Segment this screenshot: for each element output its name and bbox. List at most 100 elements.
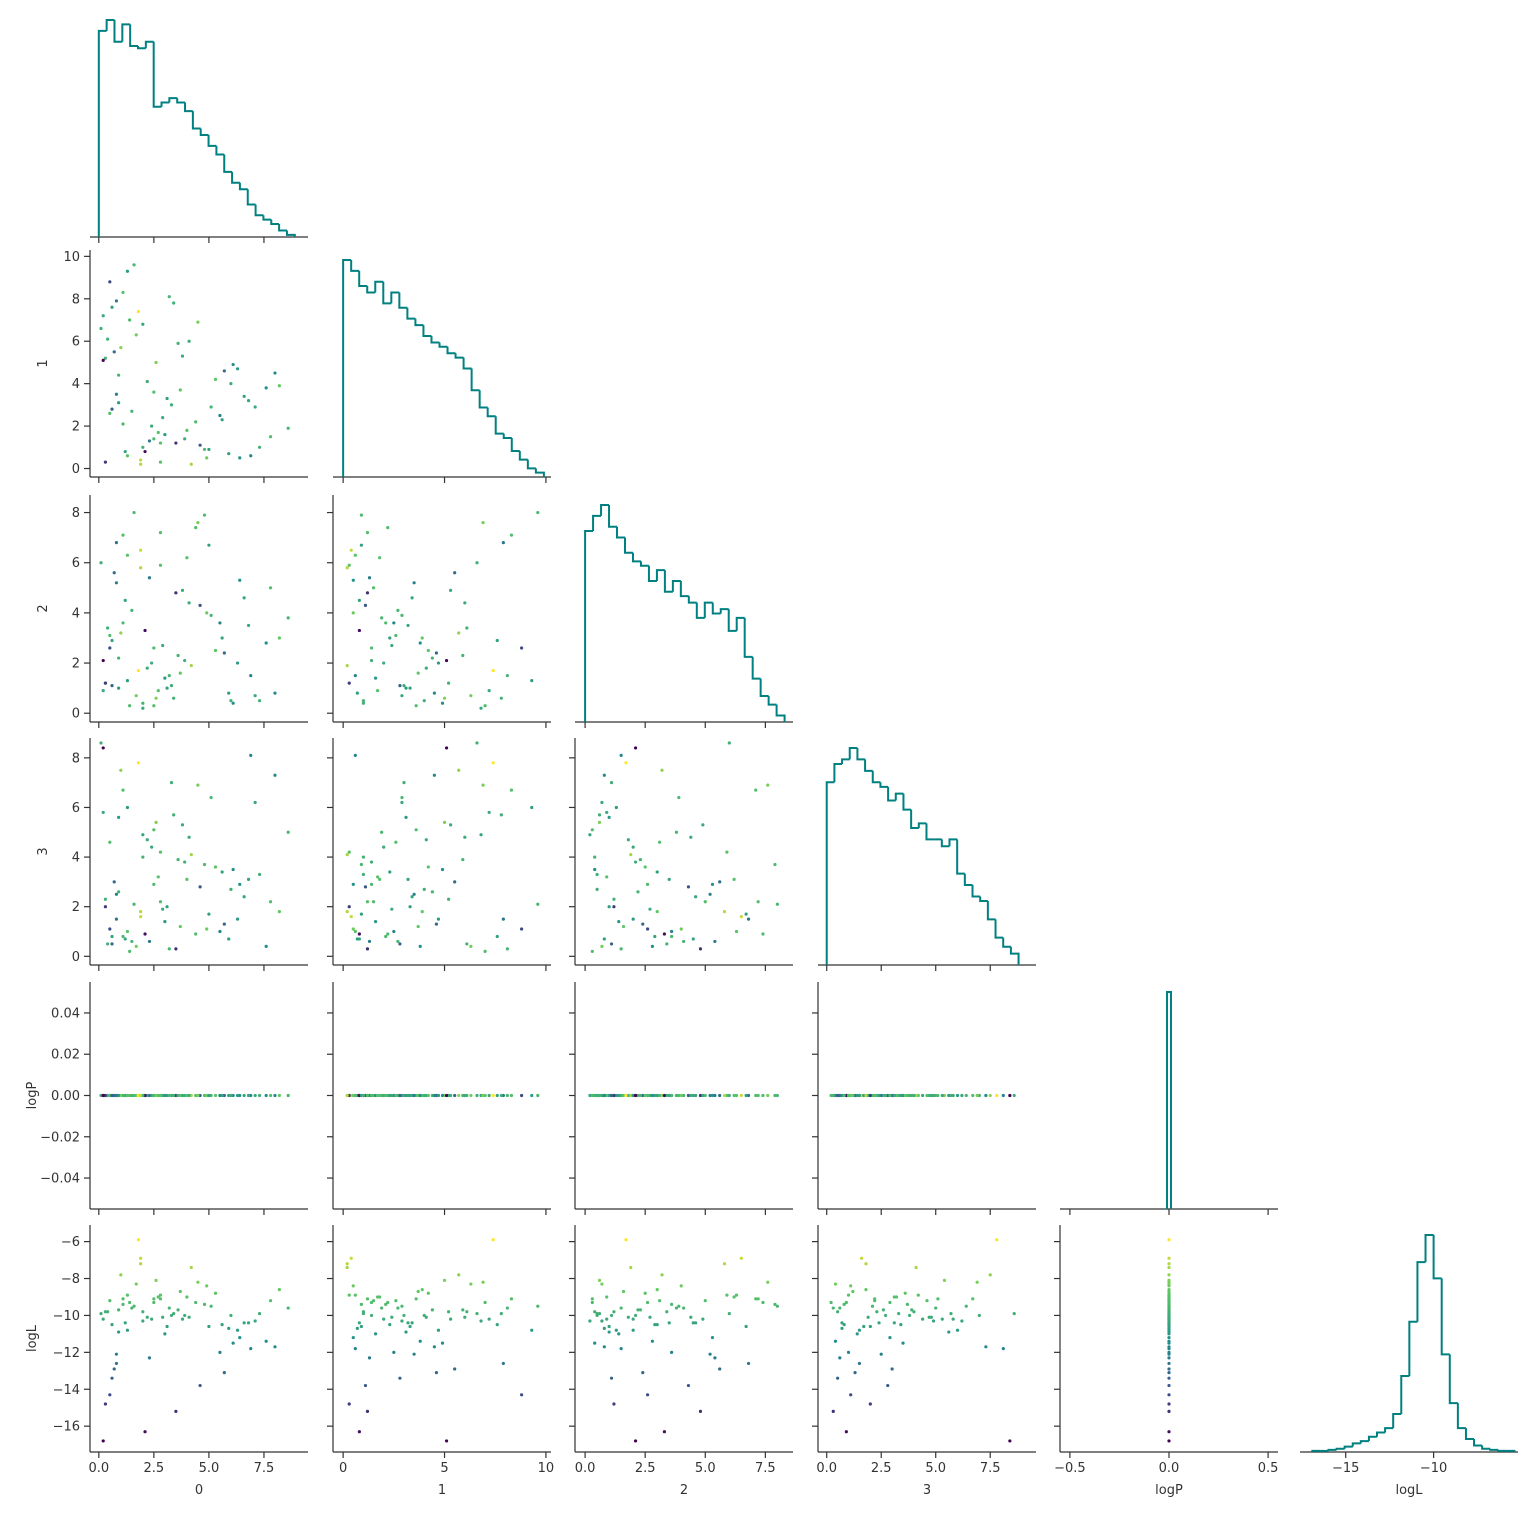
scatter-point — [479, 1319, 483, 1323]
scatter-point — [158, 441, 163, 445]
scatter-point — [205, 927, 209, 931]
scatter-point — [158, 1297, 163, 1301]
y-axis-label: logP — [25, 1082, 40, 1110]
scatter-point — [361, 701, 366, 705]
scatter-point — [461, 1308, 465, 1312]
y-tick-label: −0.02 — [40, 1130, 80, 1145]
scatter-panel — [569, 738, 793, 971]
scatter-point — [353, 929, 357, 934]
x-tick-label: 0.0 — [1159, 1461, 1180, 1476]
scatter-point — [382, 845, 386, 849]
y-tick-label: −6 — [61, 1235, 80, 1250]
scatter-panel — [327, 495, 551, 728]
scatter-point — [444, 1093, 449, 1098]
y-tick-label: 6 — [72, 801, 80, 816]
scatter-point — [246, 877, 251, 882]
scatter-point — [469, 694, 473, 698]
scatter-point — [136, 309, 141, 314]
scatter-point — [136, 761, 141, 765]
scatter-point — [833, 1282, 838, 1286]
scatter-point — [469, 944, 473, 948]
scatter-point — [903, 1291, 907, 1295]
scatter-point — [881, 1308, 886, 1312]
scatter-point — [831, 1409, 835, 1413]
scatter-point — [400, 800, 404, 805]
scatter-point — [631, 1317, 635, 1321]
scatter-point — [125, 679, 130, 683]
scatter-point — [444, 658, 449, 663]
scatter-point — [836, 1093, 840, 1098]
scatter-point — [430, 1308, 434, 1312]
scatter-point — [156, 875, 160, 879]
scatter-point — [420, 910, 424, 914]
scatter-point — [108, 411, 112, 415]
scatter-point — [388, 1093, 392, 1098]
scatter-point — [108, 1393, 112, 1397]
scatter-point — [633, 1093, 638, 1098]
scatter-point — [209, 613, 213, 617]
scatter-point — [612, 1093, 616, 1098]
scatter-point — [257, 1093, 262, 1098]
scatter-point — [277, 1287, 281, 1292]
scatter-point — [345, 1093, 349, 1098]
scatter-point — [619, 1093, 623, 1098]
scatter-point — [359, 513, 363, 517]
scatter-point — [229, 382, 233, 386]
scatter-point — [636, 1093, 640, 1098]
histogram-bin — [342, 259, 352, 477]
scatter-point — [125, 1093, 130, 1098]
scatter-point — [132, 1093, 136, 1098]
scatter-point — [268, 1299, 273, 1303]
scatter-point — [180, 1093, 185, 1098]
scatter-point — [183, 1093, 187, 1098]
scatter-point — [108, 646, 112, 650]
scatter-point — [960, 1093, 964, 1098]
x-axis-label: logL — [1395, 1483, 1423, 1498]
scatter-point — [123, 598, 127, 602]
scatter-point — [877, 1321, 881, 1325]
scatter-point — [121, 1093, 125, 1098]
scatter-point — [141, 322, 145, 326]
scatter-point — [453, 1093, 457, 1098]
scatter-point — [106, 942, 110, 946]
scatter-point — [629, 1093, 633, 1098]
scatter-point — [410, 1321, 414, 1325]
scatter-point — [612, 1402, 616, 1406]
scatter-point — [253, 405, 257, 409]
y-axis-label: 1 — [36, 359, 51, 367]
scatter-point — [130, 1093, 134, 1098]
scatter-point — [414, 704, 418, 708]
scatter-point — [167, 947, 171, 951]
scatter-point — [185, 877, 189, 882]
scatter-point — [353, 1347, 357, 1351]
histogram-bin — [422, 325, 432, 337]
scatter-point — [246, 623, 251, 628]
scatter-point — [398, 684, 402, 688]
scatter-point — [121, 533, 125, 537]
scatter-point — [367, 576, 372, 580]
scatter-point — [995, 1238, 999, 1242]
histogram-bin — [1351, 1442, 1361, 1447]
scatter-point — [242, 596, 246, 600]
scatter-point — [595, 887, 599, 891]
scatter-point — [103, 1093, 108, 1098]
scatter-point — [187, 601, 191, 605]
scatter-point — [400, 613, 404, 617]
scatter-point — [119, 1273, 123, 1277]
histogram-bin — [711, 602, 721, 615]
scatter-point — [609, 1376, 614, 1380]
scatter-point — [667, 1321, 671, 1325]
histogram-bin — [454, 353, 464, 359]
scatter-point — [689, 1315, 693, 1319]
scatter-point — [844, 1430, 848, 1434]
scatter-point — [1167, 1376, 1171, 1380]
histogram-bin — [910, 809, 919, 829]
scatter-point — [141, 1310, 145, 1314]
scatter-point — [509, 533, 514, 537]
y-tick-label: 10 — [63, 250, 80, 265]
histogram-bin — [856, 748, 866, 761]
scatter-point — [449, 1093, 453, 1098]
scatter-point — [475, 1311, 479, 1316]
scatter-point — [139, 1256, 143, 1260]
histogram-bin — [600, 504, 610, 516]
